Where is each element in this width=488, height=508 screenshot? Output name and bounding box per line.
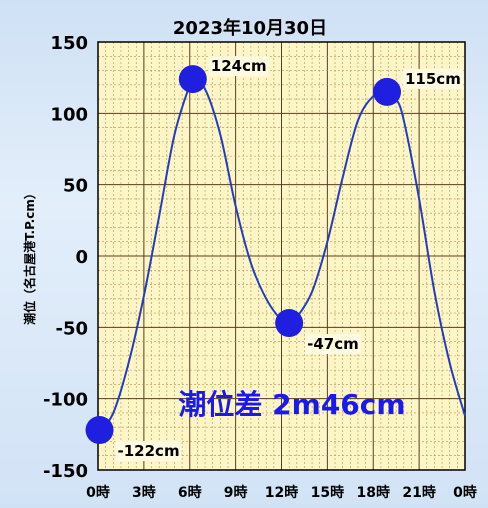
extremum-label-bg bbox=[208, 56, 269, 77]
extremum-label: 124cm bbox=[211, 57, 267, 75]
extremum-label-bg bbox=[305, 334, 361, 355]
y-tick-label: -150 bbox=[43, 461, 88, 482]
extremum-marker bbox=[178, 65, 207, 94]
y-tick-label: 100 bbox=[50, 104, 88, 125]
extremum-marker bbox=[275, 309, 304, 338]
x-tick-label: 6時 bbox=[178, 484, 202, 501]
x-tick-label: 18時 bbox=[357, 484, 390, 501]
y-tick-label: 50 bbox=[63, 176, 88, 197]
y-tick-label: -50 bbox=[55, 318, 88, 339]
x-tick-label: 3時 bbox=[132, 484, 156, 501]
y-tick-label: 0 bbox=[75, 247, 88, 268]
axis-ticks: 150 100 50 0 -50 -100 -150 0時 3時 6時 9時 12時 15時 18時 21時… bbox=[43, 33, 477, 501]
extremum-marker bbox=[85, 416, 114, 445]
extremum-label: -122cm bbox=[118, 442, 180, 460]
extremum-label-bg bbox=[403, 68, 463, 89]
y-axis-label: 潮位（名古屋港T.P.cm） bbox=[22, 187, 37, 325]
x-tick-label: 15時 bbox=[311, 484, 344, 501]
x-tick-label: 12時 bbox=[265, 484, 298, 501]
x-tick-label: 0時 bbox=[86, 484, 110, 501]
y-tick-label: 150 bbox=[50, 33, 88, 54]
chart-title: 2023年10月30日 bbox=[173, 17, 327, 39]
x-tick-label: 21時 bbox=[402, 484, 435, 501]
tide-range-text: 潮位差 2m46cm bbox=[178, 388, 405, 421]
x-tick-label: 0時 bbox=[453, 484, 477, 501]
extremum-label-bg bbox=[115, 441, 182, 462]
extremum-label: -47cm bbox=[307, 335, 359, 353]
plot-frame bbox=[97, 41, 466, 471]
y-tick-label: -100 bbox=[43, 390, 88, 411]
extremum-label: 115cm bbox=[405, 70, 461, 88]
markers-layer: -122cm 124cm -47cm 115cm bbox=[85, 56, 463, 462]
x-tick-label: 9時 bbox=[224, 484, 248, 501]
extremum-marker bbox=[373, 77, 402, 106]
